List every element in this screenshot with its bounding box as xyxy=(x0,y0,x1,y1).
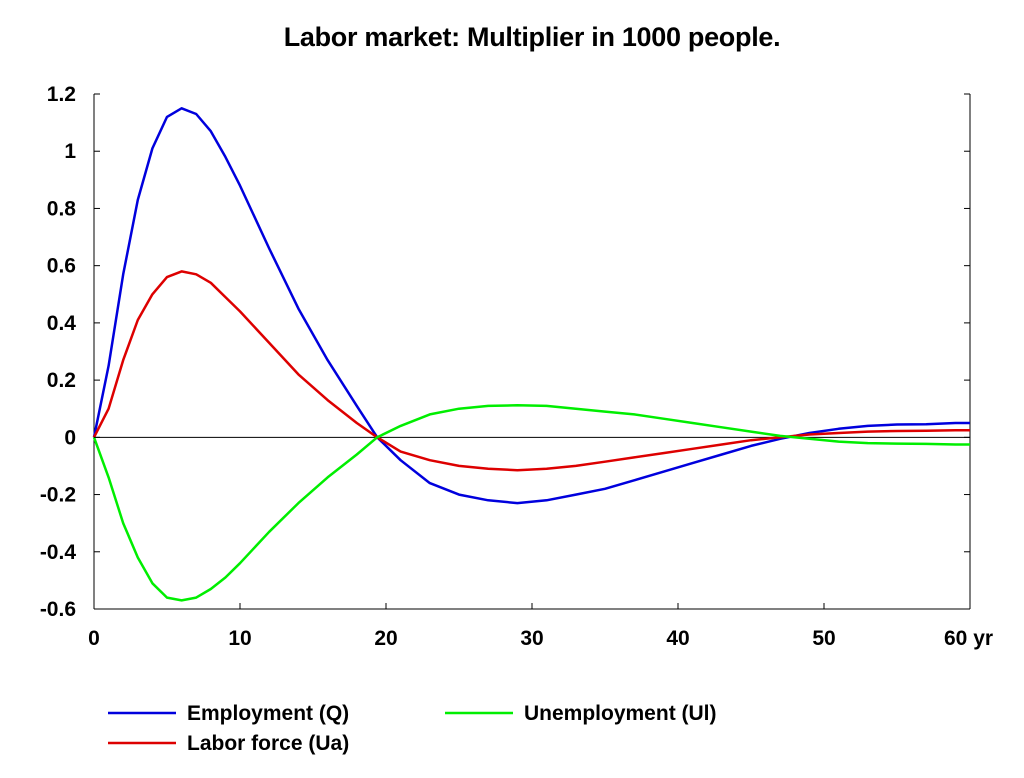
series-line-employment-q xyxy=(92,107,970,505)
x-tick-label: 30 xyxy=(520,627,543,650)
y-tick-label: 1.2 xyxy=(47,83,76,106)
legend-label-unemployment-ul: Unemployment (Ul) xyxy=(524,702,717,725)
x-axis: 0 10 20 30 40 50 60 yr xyxy=(88,603,993,650)
y-tick-label: -0.2 xyxy=(40,484,76,507)
legend-label-employment-q: Employment (Q) xyxy=(187,702,349,725)
series-line-labor-force-ua xyxy=(92,270,970,472)
x-tick-label: 20 xyxy=(374,627,397,650)
x-tick-label: 40 xyxy=(666,627,689,650)
plot-frame xyxy=(93,94,971,610)
legend: Employment (Q) Labor force (Ua) Unemployme… xyxy=(108,702,717,755)
y-tick-label: 0 xyxy=(64,426,76,449)
y-tick-label: -0.4 xyxy=(40,541,77,564)
x-tick-label: 60 yr xyxy=(944,627,993,650)
x-tick-label: 10 xyxy=(228,627,251,650)
chart-title: Labor market: Multiplier in 1000 people. xyxy=(283,22,781,52)
y-tick-label: 0.8 xyxy=(47,197,77,220)
series-lines xyxy=(92,107,970,602)
legend-label-labor-force-ua: Labor force (Ua) xyxy=(187,732,349,755)
y-tick-label: 0.4 xyxy=(47,312,77,335)
x-tick-label: 0 xyxy=(88,627,100,650)
y-tick-label: 1 xyxy=(64,140,76,163)
y-tick-label: -0.6 xyxy=(40,598,76,621)
y-tick-label: 0.6 xyxy=(47,255,76,278)
y-tick-label: 0.2 xyxy=(47,369,76,392)
y-axis: -0.6 -0.4 -0.2 0 0.2 0.4 0.6 0.8 1 1.2 xyxy=(40,83,970,621)
series-line-unemployment-ul xyxy=(92,404,970,602)
x-tick-label: 50 xyxy=(812,627,835,650)
